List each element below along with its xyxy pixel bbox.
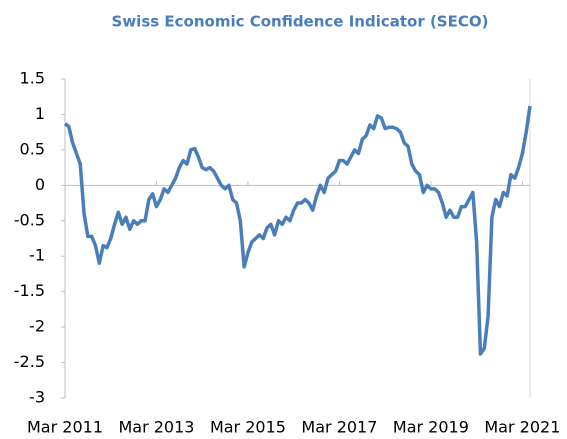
y-tick-label: -0.5 (14, 210, 45, 229)
x-tick-label: Mar 2019 (393, 418, 469, 437)
x-tick-label: Mar 2011 (27, 418, 103, 437)
y-tick-label: -2 (29, 317, 45, 336)
y-tick-label: 1.5 (20, 69, 45, 88)
series-line (63, 105, 532, 356)
y-tick-label: -1 (29, 246, 45, 265)
x-tick-label: Mar 2015 (210, 418, 286, 437)
x-tick-label: Mar 2021 (484, 418, 560, 437)
y-tick-label: -1.5 (14, 281, 45, 300)
y-tick-label: 1 (35, 104, 45, 123)
x-tick-label: Mar 2017 (301, 418, 377, 437)
y-tick-label: -2.5 (14, 352, 45, 371)
y-tick-label: -3 (29, 388, 45, 407)
y-tick-label: 0.5 (20, 139, 45, 158)
x-tick-label: Mar 2013 (118, 418, 194, 437)
chart-title: Swiss Economic Confidence Indicator (SEC… (112, 13, 489, 31)
y-tick-label: 0 (35, 175, 45, 194)
